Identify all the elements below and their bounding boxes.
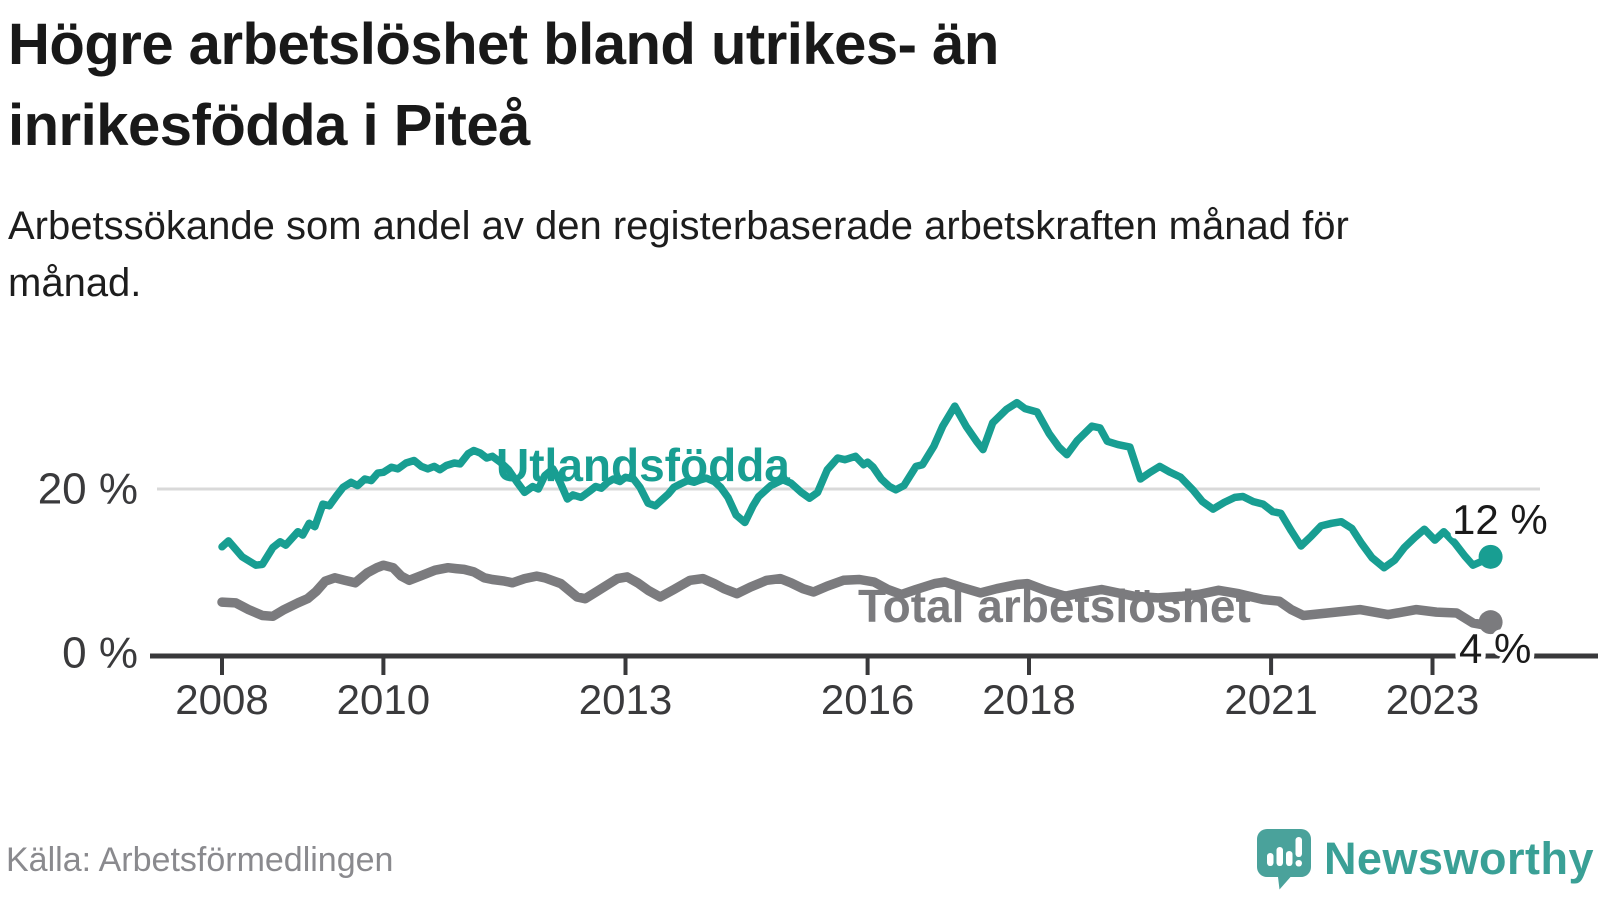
y-tick-label: 20 % — [38, 465, 138, 514]
newsworthy-logo-icon — [1256, 829, 1311, 890]
x-tick-label: 2016 — [821, 676, 914, 723]
y-tick-label: 0 % — [62, 629, 138, 678]
brand-lockup: Newsworthy — [1256, 828, 1594, 890]
series-line-total-arbetsloshet — [217, 560, 1496, 630]
page-title: Högre arbetslöshet bland utrikes- än inr… — [8, 12, 999, 159]
logo-bar-medium — [1285, 851, 1293, 866]
chart-subtitle: Arbetssökande som andel av den registerb… — [8, 204, 1349, 306]
series-end-dot — [1478, 544, 1503, 569]
x-tick-label: 2008 — [175, 676, 268, 723]
logo-bar-small — [1266, 853, 1274, 866]
series-end-dot — [1478, 610, 1503, 635]
x-tick-label: 2021 — [1224, 676, 1317, 723]
x-tick-label: 2023 — [1386, 676, 1479, 723]
x-tick-label: 2010 — [337, 676, 430, 723]
series-line-utlandsfodda — [218, 398, 1495, 572]
series-label-utlandsfodda: Utlandsfödda — [496, 439, 790, 491]
x-tick-label: 2013 — [579, 676, 672, 723]
logo-bar-tall — [1276, 847, 1283, 866]
x-tick-label: 2018 — [982, 676, 1075, 723]
series-label-total-arbetsloshet: Total arbetslöshet — [858, 580, 1251, 632]
logo-exclamation-bar — [1295, 837, 1302, 857]
logo-exclamation-dot — [1295, 860, 1302, 867]
series-end-value-label: 4 % — [1459, 625, 1531, 672]
logo-speech-bubble — [1256, 829, 1311, 890]
brand-wordmark: Newsworthy — [1323, 833, 1594, 884]
source-note: Källa: Arbetsförmedlingen — [6, 841, 394, 879]
series-end-value-label: 12 % — [1452, 496, 1548, 543]
